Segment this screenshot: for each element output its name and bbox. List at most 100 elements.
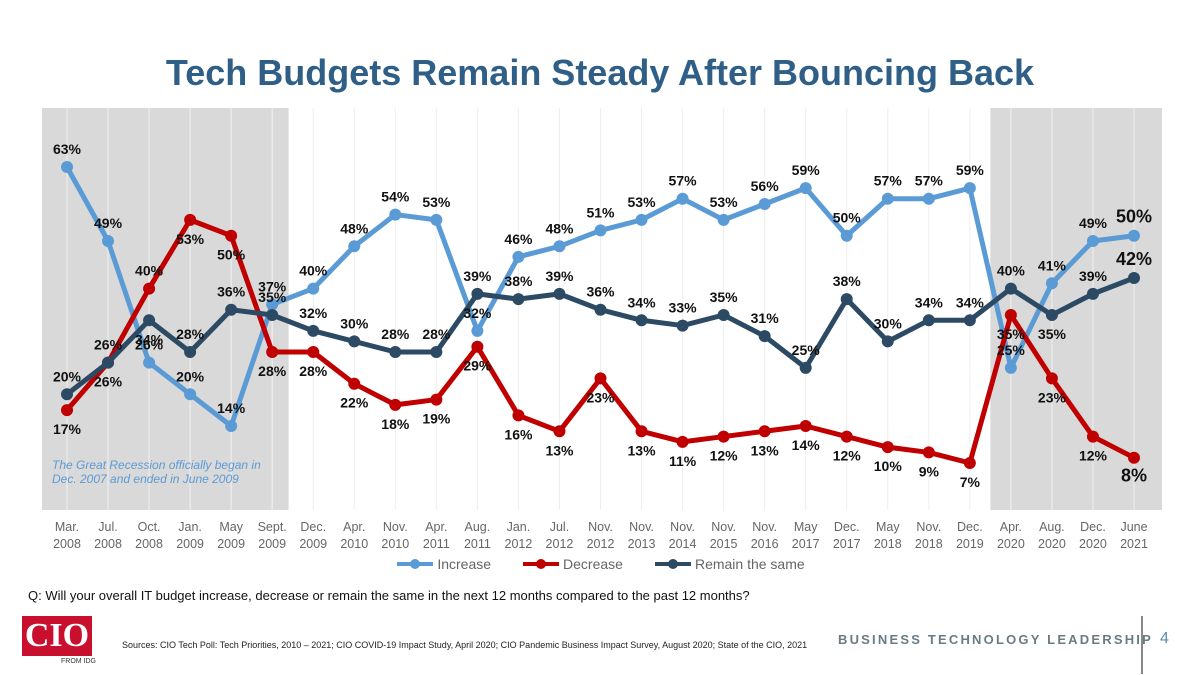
legend-swatch-increase	[397, 559, 434, 569]
data-label-increase: 57%	[874, 173, 903, 189]
data-point-increase	[881, 192, 894, 205]
data-label-increase: 25%	[997, 342, 1026, 358]
data-point-remain	[676, 319, 689, 332]
cio-logo-mark: CIO	[22, 616, 92, 656]
data-label-remain: 31%	[751, 310, 780, 326]
data-point-decrease	[348, 377, 361, 390]
data-point-increase	[184, 388, 197, 401]
data-point-remain	[963, 314, 976, 327]
x-tick-label: May 2009	[217, 520, 245, 551]
data-point-remain	[594, 303, 607, 316]
data-label-decrease: 35%	[997, 326, 1026, 342]
data-label-decrease: 11%	[669, 453, 697, 469]
data-point-decrease	[1045, 372, 1058, 385]
data-label-increase: 37%	[258, 278, 287, 294]
data-label-remain: 33%	[669, 300, 698, 316]
data-label-increase: 14%	[217, 400, 246, 416]
data-point-remain	[1128, 272, 1140, 284]
data-point-decrease	[594, 372, 607, 385]
data-label-increase: 51%	[586, 204, 615, 220]
data-point-decrease	[225, 229, 238, 242]
data-point-increase	[840, 229, 853, 242]
data-point-increase	[430, 213, 443, 226]
data-point-decrease	[184, 213, 197, 226]
data-label-increase: 48%	[340, 220, 369, 236]
x-tick-label: Dec. 2019	[956, 520, 984, 551]
data-point-increase	[799, 182, 812, 195]
data-point-decrease	[1004, 309, 1017, 321]
data-point-increase	[676, 192, 689, 205]
data-label-increase: 48%	[545, 220, 574, 236]
data-label-decrease: 53%	[176, 231, 205, 247]
data-point-remain	[1004, 282, 1017, 295]
data-point-increase	[1045, 277, 1058, 290]
data-label-increase: 56%	[751, 178, 780, 194]
data-label-remain: 30%	[340, 315, 369, 331]
annotations: The Great Recession officially began in D…	[52, 458, 261, 486]
data-point-increase	[102, 235, 115, 247]
data-label-remain: 34%	[915, 294, 944, 310]
data-label-increase: 54%	[381, 189, 410, 205]
data-point-increase	[758, 198, 771, 210]
data-label-remain: 38%	[833, 273, 862, 289]
data-point-decrease	[1128, 451, 1140, 464]
data-point-decrease	[389, 398, 402, 411]
data-point-decrease	[512, 409, 525, 422]
data-point-remain	[389, 346, 402, 358]
data-point-remain	[225, 303, 238, 316]
sources-note: Sources: CIO Tech Poll: Tech Priorities,…	[122, 640, 808, 650]
data-label-decrease: 50%	[217, 247, 246, 263]
x-tick-label: Apr. 2020	[997, 520, 1025, 551]
data-label-remain: 28%	[381, 326, 410, 342]
data-label-increase: 53%	[422, 194, 451, 210]
data-label-decrease: 10%	[874, 458, 903, 474]
legend-label-increase: Increase	[437, 556, 492, 572]
data-point-increase	[307, 282, 320, 295]
data-point-remain	[184, 346, 197, 358]
legend-swatch-remain	[654, 559, 691, 569]
data-point-remain	[1086, 287, 1099, 300]
data-point-remain	[143, 314, 156, 327]
legend: Increase Decrease Remain the same	[0, 556, 1200, 572]
data-label-remain: 34%	[956, 294, 985, 310]
data-label-increase: 41%	[1038, 257, 1067, 273]
data-point-increase	[717, 213, 730, 226]
data-label-decrease: 28%	[299, 363, 328, 379]
legend-item-remain: Remain the same	[653, 556, 805, 572]
data-point-increase	[553, 240, 566, 253]
data-label-decrease: 22%	[340, 395, 369, 411]
series-lines	[61, 161, 1140, 469]
x-tick-label: Oct. 2008	[135, 520, 163, 551]
data-label-decrease: 9%	[919, 463, 940, 479]
survey-question: Q: Will your overall IT budget increase,…	[28, 588, 750, 603]
data-label-remain: 36%	[217, 284, 246, 300]
x-tick-label: Nov. 2018	[915, 520, 943, 551]
line-chart: 63% 49% 26% 20% 14% 37% 40% 48% 54% 53% 32% 46% 48% 5…	[42, 108, 1162, 551]
data-label-decrease: 18%	[381, 416, 410, 432]
data-label-remain: 36%	[586, 284, 615, 300]
data-label-remain: 34%	[135, 331, 164, 347]
data-label-increase: 40%	[299, 263, 328, 279]
data-label-decrease: 7%	[960, 474, 981, 490]
x-tick-label: Dec. 2020	[1079, 520, 1107, 551]
data-label-increase: 49%	[1079, 215, 1108, 231]
data-label-remain: 35%	[1038, 326, 1067, 342]
data-label-decrease: 19%	[422, 411, 451, 427]
data-label-remain: 40%	[997, 263, 1026, 279]
data-point-increase	[635, 213, 648, 226]
data-point-increase	[1004, 361, 1017, 374]
data-point-increase	[266, 298, 279, 311]
data-point-decrease	[266, 346, 279, 358]
data-point-remain	[758, 330, 771, 343]
data-label-increase: 32%	[463, 305, 492, 321]
data-label-increase: 46%	[504, 231, 533, 247]
shaded-period-1	[990, 108, 1162, 510]
data-label-increase: 50%	[833, 210, 862, 226]
data-label-remain: 20%	[53, 368, 82, 384]
x-tick-label: Nov. 2016	[751, 520, 779, 551]
shaded-periods	[42, 108, 1162, 510]
data-point-increase	[389, 208, 402, 221]
data-point-decrease	[963, 457, 976, 469]
recession-note: The Great Recession officially began in D…	[52, 458, 261, 486]
data-label-remain: 26%	[94, 337, 123, 353]
